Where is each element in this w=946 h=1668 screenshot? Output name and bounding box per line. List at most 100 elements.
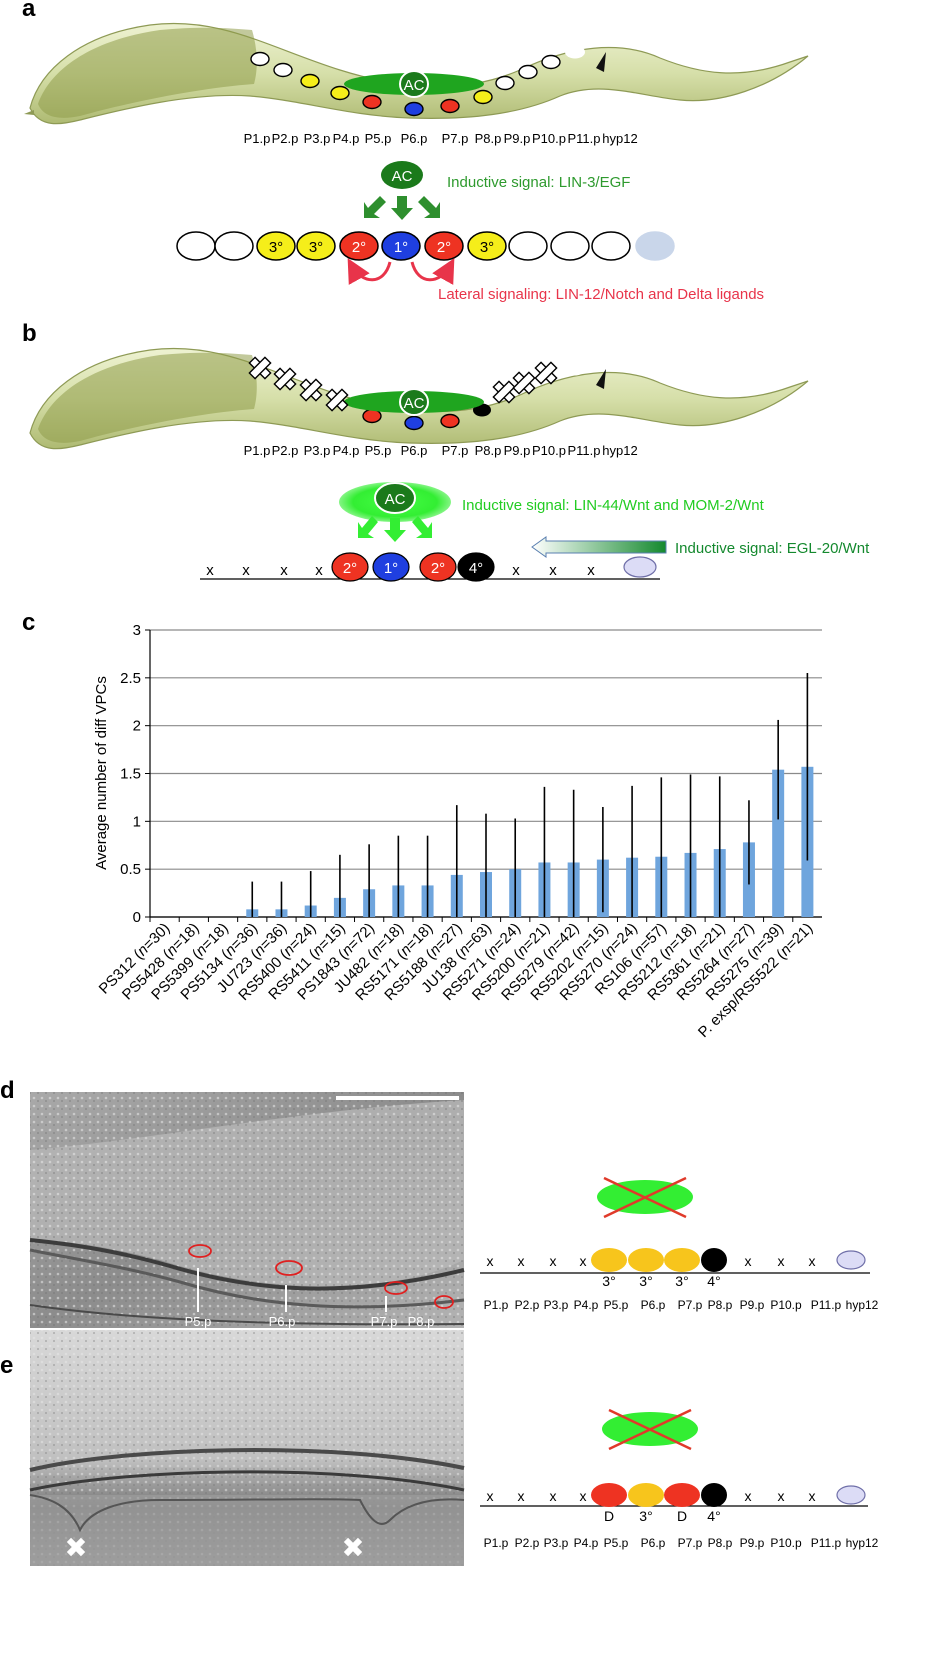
cell-label: P8.p (708, 1298, 733, 1312)
micrograph-d (29, 1092, 465, 1328)
vpc-fate (664, 1248, 700, 1272)
vpc-fate-a (176, 231, 216, 261)
cell-label: P3.p (304, 443, 331, 458)
cell-label: P11.p (567, 443, 600, 458)
cell-label: P11.p (811, 1536, 842, 1550)
fate-row-b: x x x x 2° 1° 2° 4° x x x (206, 552, 657, 582)
fate-label: 2° (352, 239, 366, 256)
cell-label: P8.p (708, 1536, 733, 1550)
cell-label: P5.p (604, 1298, 629, 1312)
dead-cell-marker: x (550, 1488, 557, 1504)
cell-labels-b: P1.p P2.p P3.p P4.p P5.p P6.p P7.p P8.p P9.p P10.… (244, 443, 638, 458)
ac-signal-a-label: AC (392, 168, 413, 185)
vpc-fate (628, 1483, 664, 1507)
ac-signal-b-label: AC (385, 491, 406, 508)
fate-label: 4° (707, 1508, 720, 1524)
cell-label: hyp12 (846, 1298, 879, 1312)
cell-label: P2.p (272, 131, 299, 146)
dead-cell-marker: x (745, 1488, 752, 1504)
dead-cell-marker: x (206, 562, 214, 579)
dead-cell-marker: x (778, 1253, 785, 1269)
dead-cell-marker: x (550, 1253, 557, 1269)
anchor-cell-a (399, 70, 429, 98)
cell-label: P5.p (604, 1536, 629, 1550)
fate-label: 4° (469, 560, 483, 577)
cell-label: P9.p (504, 131, 531, 146)
cell-label: P7.p (678, 1298, 703, 1312)
cell-label: hyp12 (602, 443, 637, 458)
bar (772, 769, 785, 917)
cell-labels-d: P1.p P2.p P3.p P4.p P5.p P6.p P7.p P8.p P9.p P10.… (484, 1298, 879, 1312)
dead-cell-marker: x (518, 1253, 525, 1269)
egf-arrows (364, 196, 440, 220)
fate-label: 3° (309, 239, 323, 256)
ablated-ac-e (602, 1408, 698, 1451)
cell-label: P6.p (641, 1536, 666, 1550)
fate-label: 3° (602, 1273, 615, 1289)
cell-label: P7.p (442, 443, 469, 458)
cross-mark (273, 367, 297, 391)
dead-cell-marker: x (587, 562, 595, 579)
cell-label: P10.p (770, 1536, 802, 1550)
cell-label: P9.p (740, 1298, 765, 1312)
fate-row-a: 3° 3° 2° 1° 2° 3° (176, 231, 675, 261)
hyp12-cell (836, 1485, 866, 1505)
panel-d-letter: d (0, 1077, 15, 1104)
dead-cell-marker: x (809, 1488, 816, 1504)
cell-label: P1.p (244, 443, 271, 458)
egf-signal-label: Inductive signal: LIN-3/EGF (447, 174, 630, 191)
fate-label: 4° (707, 1273, 720, 1289)
fate-label: 3° (639, 1508, 652, 1524)
vpc-fate-b (457, 552, 495, 582)
cell-label: P3.p (304, 131, 331, 146)
wnt-arrows (358, 516, 432, 542)
fate-label: 3° (639, 1273, 652, 1289)
vpc-fate-a (591, 231, 631, 261)
cell-label: P11.p (811, 1298, 842, 1312)
dead-cell-marker: x (518, 1488, 525, 1504)
hyp12-cell-b (623, 556, 657, 578)
cell-label: P10.p (532, 131, 566, 146)
fate-label: 2° (431, 560, 445, 577)
ac-signal-b (374, 482, 416, 514)
vpc-fate-a (635, 231, 675, 261)
egl20-gradient-arrow (531, 536, 667, 558)
micrograph-e (29, 1330, 465, 1566)
fate-label: 2° (343, 560, 357, 577)
vpc-fate (701, 1248, 727, 1272)
dead-cell-marker: x (512, 562, 520, 579)
fate-label: 1° (384, 560, 398, 577)
svg-text:P8.p: P8.p (408, 1314, 435, 1329)
cell-label: P9.p (740, 1536, 765, 1550)
fate-label: 1° (394, 239, 408, 256)
cell-label: P6.p (401, 443, 428, 458)
cell-label: P6.p (641, 1298, 666, 1312)
vpc-fate-a (214, 231, 254, 261)
vpc-fate-b (372, 552, 410, 582)
panel-b-letter: b (22, 320, 37, 347)
panel-e-letter: e (0, 1352, 13, 1379)
cell-labels-e: P1.p P2.p P3.p P4.p P5.p P6.p P7.p P8.p P9.p P10.… (484, 1536, 879, 1550)
dead-cell-marker: x (580, 1253, 587, 1269)
cell-label: P3.p (544, 1536, 569, 1550)
vpc-fate-a (296, 231, 336, 261)
fate-label: 3° (269, 239, 283, 256)
cell-label: P10.p (770, 1298, 802, 1312)
cell-label: P10.p (532, 443, 566, 458)
cell-label: P9.p (504, 443, 531, 458)
dead-cell-marker: x (242, 562, 250, 579)
dead-cell-marker: x (487, 1488, 494, 1504)
dead-cell-crosses-b (248, 356, 558, 412)
cell-labels-a: P1.p P2.p P3.p P4.p P5.p P6.p P7.p P8.p P9.p P10.… (244, 131, 638, 146)
cell-label: P5.p (365, 443, 392, 458)
vpc-fate-a (381, 231, 421, 261)
cross-mark (299, 378, 323, 402)
lateral-signal-label: Lateral signaling: LIN-12/Notch and Delt… (438, 286, 764, 303)
cell-label: P4.p (574, 1298, 599, 1312)
panel-c-letter: c (22, 609, 35, 636)
wnt-signal-label: Inductive signal: LIN-44/Wnt and MOM-2/W… (462, 497, 765, 514)
y-tick-label: 1.5 (120, 766, 141, 783)
cell-label: P11.p (567, 131, 600, 146)
y-tick-label: 2 (133, 718, 141, 735)
